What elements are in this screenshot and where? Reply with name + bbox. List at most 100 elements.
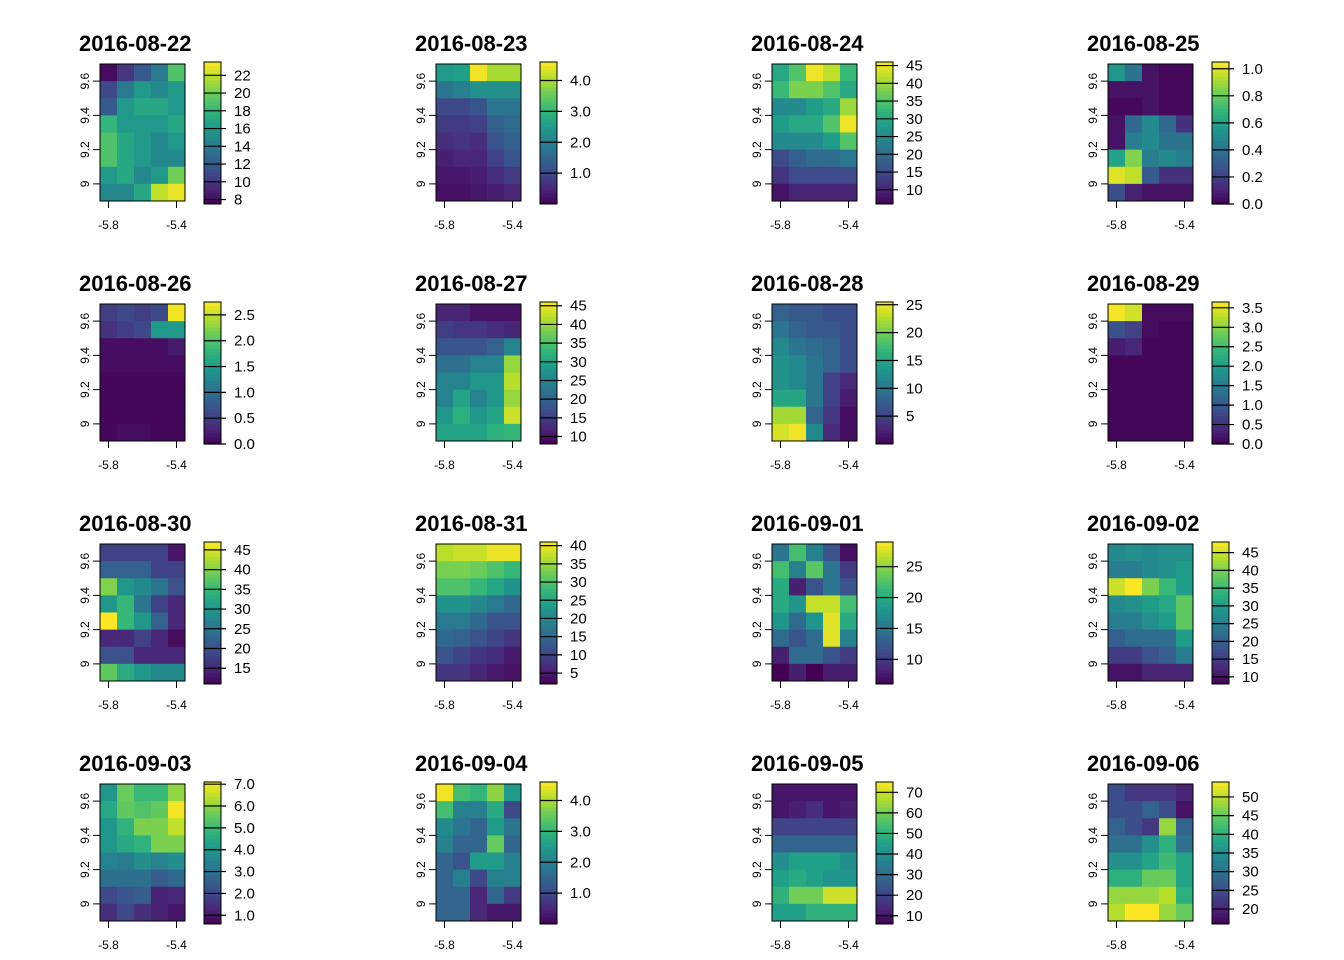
legend-swatch xyxy=(204,821,221,826)
heatmap-cell xyxy=(1159,166,1177,185)
legend-swatch xyxy=(204,373,221,378)
heatmap-cell xyxy=(453,406,471,425)
legend-swatch xyxy=(204,828,221,833)
y-tick-label: 9.2 xyxy=(414,381,428,398)
legend-tick-label: 8 xyxy=(234,192,242,209)
heatmap-cell xyxy=(789,321,807,339)
x-tick-label: -5.4 xyxy=(838,458,859,472)
heatmap-cell xyxy=(151,595,169,613)
legend-tick-label: 30 xyxy=(906,111,923,128)
legend-swatch xyxy=(876,312,893,317)
heatmap-cell xyxy=(789,612,807,631)
heatmap-cell xyxy=(1142,115,1160,133)
legend-tick-label: 15 xyxy=(234,660,251,677)
heatmap-panel: 2016-08-23 -5.8 -5.4 9 9.2 9.4 9.6 1.0 2.0 3.0 4.0 xyxy=(414,31,591,232)
heatmap-cell xyxy=(1176,544,1194,562)
legend-tick-label: 1.0 xyxy=(570,885,591,902)
y-tick-label: 9.6 xyxy=(1086,552,1100,569)
heatmap-cell xyxy=(453,355,471,373)
legend-swatch xyxy=(540,874,557,879)
legend-swatch xyxy=(1212,796,1229,801)
heatmap-cell xyxy=(1108,183,1126,202)
legend-swatch xyxy=(876,644,893,649)
legend-swatch xyxy=(204,108,221,113)
heatmap-panel: 2016-08-22-5.8 -5.499.29.49.6810121416182… xyxy=(78,31,251,232)
legend-swatch xyxy=(876,676,893,681)
heatmap-cell xyxy=(1108,406,1126,425)
legend-swatch xyxy=(876,309,893,314)
legend-tick-label: 15 xyxy=(570,410,587,427)
heatmap-cell xyxy=(117,132,135,151)
legend-swatch xyxy=(204,563,221,568)
legend-swatch xyxy=(204,76,221,81)
heatmap-cell xyxy=(134,132,152,151)
y-tick-label: 9.2 xyxy=(1086,381,1100,398)
heatmap-cell xyxy=(453,646,471,665)
legend-swatch xyxy=(1212,902,1229,907)
heatmap-cell xyxy=(1108,903,1126,922)
y-tick-label: 9 xyxy=(1086,900,1100,907)
legend-swatch xyxy=(540,810,557,815)
legend-swatch xyxy=(1212,182,1229,187)
heatmap-cell xyxy=(151,149,169,168)
legend-swatch xyxy=(204,676,221,681)
heatmap-cell xyxy=(134,629,152,648)
legend-swatch xyxy=(540,669,557,674)
legend-frame xyxy=(539,301,558,445)
legend-tick-label: 3.0 xyxy=(1242,319,1263,336)
legend-swatch xyxy=(204,323,221,328)
legend-swatch xyxy=(1212,648,1229,653)
heatmap-cell xyxy=(1176,115,1194,133)
heatmap-cell xyxy=(772,801,790,819)
heatmap-cell xyxy=(487,869,505,888)
heatmap-cell xyxy=(487,801,505,819)
heatmap-cell xyxy=(470,818,488,836)
legend-swatch xyxy=(540,136,557,141)
heatmap-cell xyxy=(789,784,807,802)
legend-swatch xyxy=(876,140,893,145)
heatmap-cell xyxy=(1142,406,1160,425)
heatmap-cell xyxy=(1159,183,1177,202)
heatmap-cell xyxy=(168,183,186,202)
heatmap-cell xyxy=(806,115,824,133)
legend-tick-label: 30 xyxy=(234,601,251,618)
heatmap-cell xyxy=(1108,646,1126,665)
heatmap-cell xyxy=(151,886,169,905)
heatmap-cell xyxy=(806,149,824,168)
heatmap-cell xyxy=(470,578,488,596)
legend-tick-label: 2.0 xyxy=(570,854,591,871)
legend-swatch xyxy=(204,552,221,557)
legend-swatch xyxy=(1212,333,1229,338)
heatmap-cell xyxy=(504,304,522,322)
heatmap-cell xyxy=(134,784,152,802)
legend-swatch xyxy=(876,122,893,127)
panel-title: 2016-09-03 xyxy=(79,751,192,776)
heatmap-panel: 2016-08-29 -5.8 -5.4 9 9.2 9.4 9.6 0.0 0.5 1.0 1.5… xyxy=(1086,271,1263,472)
legend-swatch xyxy=(876,785,893,790)
legend-swatch xyxy=(876,838,893,843)
legend-tick-label: 25 xyxy=(234,621,251,638)
heatmap-cell xyxy=(504,372,522,391)
heatmap-cell xyxy=(840,149,858,168)
heatmap-cell xyxy=(134,852,152,871)
heatmap-cell xyxy=(470,304,488,322)
heatmap-cell xyxy=(1142,183,1160,202)
legend-swatch xyxy=(540,662,557,667)
heatmap-cell xyxy=(840,406,858,425)
legend-swatch xyxy=(876,673,893,678)
heatmap-cell xyxy=(840,801,858,819)
heatmap-cell xyxy=(487,183,505,202)
legend-swatch xyxy=(204,655,221,660)
legend-swatch xyxy=(540,620,557,625)
legend-swatch xyxy=(1212,358,1229,363)
legend-swatch xyxy=(1212,652,1229,657)
legend-swatch xyxy=(204,853,221,858)
heatmap-cell xyxy=(1176,612,1194,631)
heatmap-cell xyxy=(134,801,152,819)
heatmap-cell xyxy=(1159,98,1177,116)
legend-swatch xyxy=(876,821,893,826)
legend-tick-label: 50 xyxy=(906,825,923,842)
legend-swatch xyxy=(876,161,893,166)
legend-swatch xyxy=(540,319,557,324)
legend-swatch xyxy=(204,835,221,840)
